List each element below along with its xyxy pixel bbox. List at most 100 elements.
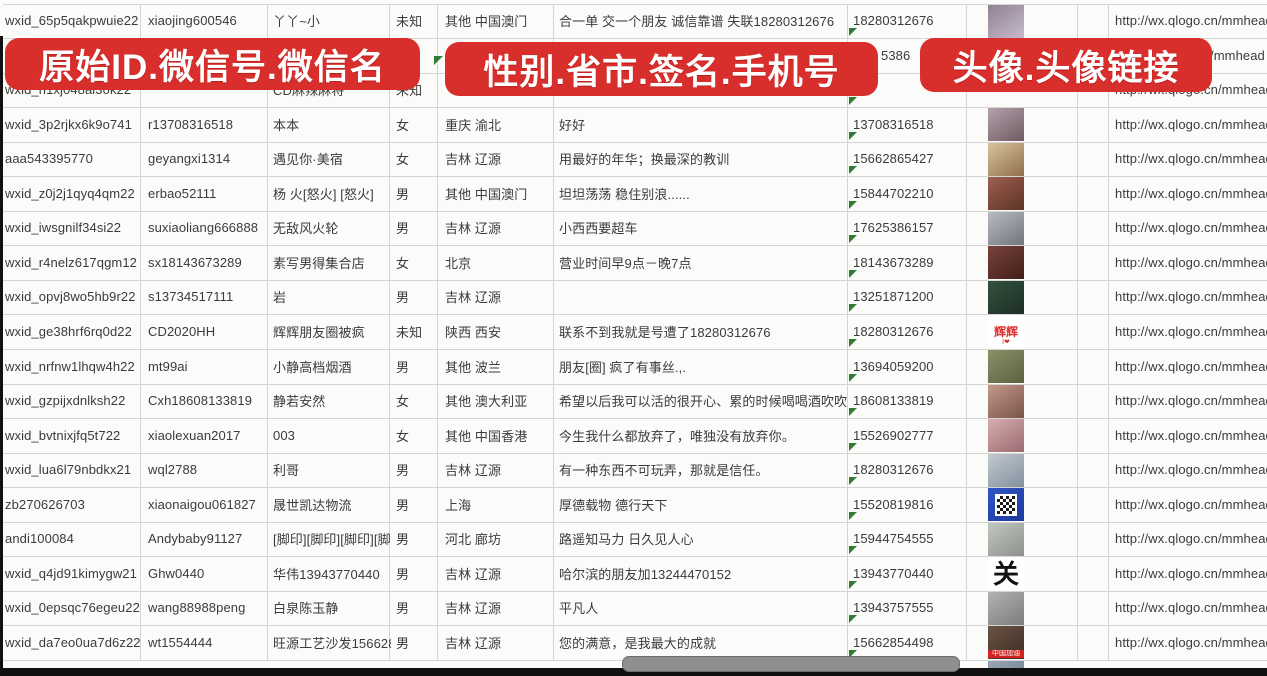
cell-phone-number[interactable]: 15844702210 <box>853 185 934 201</box>
cell-phone-number[interactable]: 13708316518 <box>853 116 934 132</box>
cell-phone-number[interactable]: 18280312676 <box>853 462 934 478</box>
avatar-image[interactable] <box>988 350 1024 383</box>
cell-province-city[interactable]: 吉林 辽源 <box>445 601 502 617</box>
cell-gender[interactable]: 男 <box>396 566 410 582</box>
cell-avatar-url[interactable]: http://wx.qlogo.cn/mmhead <box>1115 254 1267 270</box>
cell-avatar-url[interactable]: http://wx.qlogo.cn/mmhead <box>1115 323 1267 339</box>
cell-province-city[interactable]: 其他 中国香港 <box>445 428 528 444</box>
cell-province-city[interactable]: 其他 澳大利亚 <box>445 394 528 410</box>
cell-signature[interactable]: 合一单 交一个朋友 诚信靠谱 失联18280312676 <box>559 14 835 29</box>
cell-signature[interactable]: 希望以后我可以活的很开心、累的时候喝喝酒吹吹[ <box>559 394 848 410</box>
avatar-image[interactable] <box>988 384 1024 418</box>
cell-original-id[interactable]: wxid_opvj8wo5hb9r22 <box>5 289 136 305</box>
avatar-image[interactable]: 关 <box>988 557 1024 591</box>
cell-signature[interactable]: 哈尔滨的朋友加13244470152 <box>559 566 732 582</box>
avatar-image[interactable] <box>988 522 1024 556</box>
avatar-image[interactable] <box>988 591 1024 625</box>
cell-original-id[interactable]: wxid_3p2rjkx6k9o741 <box>5 116 132 132</box>
cell-wechat-name[interactable]: 无敌风火轮 <box>273 221 339 237</box>
cell-phone-number[interactable]: 15520819816 <box>853 496 934 512</box>
cell-wechat-id[interactable]: wql2788 <box>148 462 198 478</box>
cell-wechat-id[interactable]: sx18143673289 <box>148 254 242 270</box>
cell-gender[interactable]: 女 <box>396 152 410 168</box>
cell-gender[interactable]: 未知 <box>396 14 423 29</box>
cell-phone-number[interactable]: 15526902777 <box>853 427 934 443</box>
cell-gender[interactable]: 男 <box>396 601 410 617</box>
cell-wechat-id[interactable]: suxiaoliang666888 <box>148 220 259 236</box>
cell-phone-number[interactable]: 18608133819 <box>853 393 934 409</box>
cell-province-city[interactable]: 吉林 辽源 <box>445 221 502 237</box>
cell-wechat-id[interactable]: r13708316518 <box>148 116 234 132</box>
cell-wechat-name[interactable]: 遇见你·美宿 <box>273 152 343 168</box>
cell-province-city[interactable]: 北京 <box>445 255 472 271</box>
cell-avatar-url[interactable]: http://wx.qlogo.cn/mmhead <box>1115 358 1267 374</box>
cell-phone-number[interactable]: 17625386157 <box>853 220 934 236</box>
cell-original-id[interactable]: wxid_bvtnixjfq5t722 <box>5 427 121 443</box>
cell-gender[interactable]: 女 <box>396 428 410 444</box>
avatar-image[interactable] <box>988 488 1024 522</box>
cell-signature[interactable]: 您的满意，是我最大的成就 <box>559 635 717 651</box>
cell-original-id[interactable]: zb270626703 <box>5 496 85 512</box>
cell-gender[interactable]: 男 <box>396 290 410 306</box>
cell-original-id[interactable]: wxid_gzpijxdnlksh22 <box>5 393 126 409</box>
cell-phone-number[interactable]: 13943757555 <box>853 600 934 616</box>
cell-wechat-name[interactable]: 杨 火[怒火] [怒火] <box>273 186 374 202</box>
avatar-image[interactable] <box>988 246 1024 280</box>
cell-phone-number[interactable]: 18280312676 <box>853 13 934 28</box>
cell-original-id[interactable]: wxid_65p5qakpwuie22 <box>5 13 139 28</box>
cell-province-city[interactable]: 其他 波兰 <box>445 359 502 375</box>
cell-wechat-id[interactable]: CD2020HH <box>148 323 216 339</box>
cell-original-id[interactable]: wxid_q4jd91kimygw21 <box>5 565 137 581</box>
cell-signature[interactable]: 路遥知马力 日久见人心 <box>559 532 694 548</box>
cell-wechat-id[interactable]: mt99ai <box>148 358 188 374</box>
cell-wechat-name[interactable]: 丫丫~小 <box>273 14 320 29</box>
cell-signature[interactable]: 今生我什么都放弃了，唯独没有放弃你。 <box>559 428 795 444</box>
cell-wechat-name[interactable]: 利哥 <box>273 463 300 479</box>
horizontal-scrollbar-thumb[interactable] <box>622 656 960 672</box>
cell-wechat-id[interactable]: Ghw0440 <box>148 565 205 581</box>
cell-wechat-id[interactable]: s13734517111 <box>148 289 234 305</box>
avatar-image[interactable] <box>988 142 1024 176</box>
cell-original-id[interactable]: wxid_da7eo0ua7d6z22 <box>5 634 141 650</box>
cell-province-city[interactable]: 重庆 渝北 <box>445 117 502 133</box>
cell-avatar-url[interactable]: http://wx.qlogo.cn/mmhead <box>1115 116 1267 132</box>
cell-phone-number[interactable]: 5386 <box>881 47 911 63</box>
cell-avatar-url[interactable]: http://wx.qlogo.cn/mmhead <box>1115 220 1267 236</box>
cell-gender[interactable]: 女 <box>396 394 410 410</box>
cell-original-id[interactable]: wxid_iwsgnilf34si22 <box>5 220 122 236</box>
avatar-image[interactable] <box>988 108 1024 142</box>
cell-gender[interactable]: 女 <box>396 255 410 271</box>
cell-gender[interactable]: 男 <box>396 532 410 548</box>
cell-avatar-url[interactable]: http://wx.qlogo.cn/mmhead <box>1115 393 1267 409</box>
cell-avatar-url[interactable]: http://wx.qlogo.cn/mmhead <box>1115 531 1267 547</box>
cell-avatar-url[interactable]: http://wx.qlogo.cn/mmhead <box>1115 151 1267 167</box>
cell-wechat-id[interactable]: erbao52111 <box>148 185 217 201</box>
cell-avatar-url[interactable]: http://wx.qlogo.cn/mmhead <box>1115 13 1267 28</box>
cell-signature[interactable]: 朋友[圈] 疯了有事丝.,. <box>559 359 687 375</box>
cell-wechat-name[interactable]: 旺源工艺沙发15662854 <box>273 635 391 651</box>
cell-wechat-name[interactable]: 素写男得集合店 <box>273 255 365 271</box>
cell-province-city[interactable]: 吉林 辽源 <box>445 566 502 582</box>
cell-original-id[interactable]: wxid_lua6l79nbdkx21 <box>5 462 132 478</box>
cell-gender[interactable]: 未知 <box>396 324 423 340</box>
cell-phone-number[interactable]: 15944754555 <box>853 531 934 547</box>
cell-original-id[interactable]: wxid_0epsqc76egeu22 <box>5 600 140 616</box>
cell-avatar-url[interactable]: http://wx.qlogo.cn/mmhead <box>1115 289 1267 305</box>
cell-signature[interactable]: 小西西要超车 <box>559 221 638 237</box>
cell-province-city[interactable]: 其他 中国澳门 <box>445 14 528 29</box>
cell-signature[interactable]: 好好 <box>559 117 586 133</box>
cell-signature[interactable]: 坦坦荡荡 稳住别浪...... <box>559 186 690 202</box>
cell-phone-number[interactable]: 13251871200 <box>853 289 934 305</box>
cell-original-id[interactable]: wxid_ge38hrf6rq0d22 <box>5 323 132 339</box>
cell-wechat-id[interactable]: wang88988peng <box>148 600 246 616</box>
cell-avatar-url[interactable]: http://wx.qlogo.cn/mmhead <box>1115 600 1267 616</box>
cell-wechat-name[interactable]: 本本 <box>273 117 300 133</box>
cell-signature[interactable]: 用最好的年华；换最深的教训 <box>559 152 730 168</box>
avatar-image[interactable] <box>988 211 1024 245</box>
cell-wechat-name[interactable]: 静若安然 <box>273 394 326 410</box>
cell-province-city[interactable]: 吉林 辽源 <box>445 463 502 479</box>
cell-gender[interactable]: 女 <box>396 117 410 133</box>
cell-original-id[interactable]: andi100084 <box>5 531 74 547</box>
cell-province-city[interactable]: 其他 中国澳门 <box>445 186 528 202</box>
cell-gender[interactable]: 男 <box>396 463 410 479</box>
